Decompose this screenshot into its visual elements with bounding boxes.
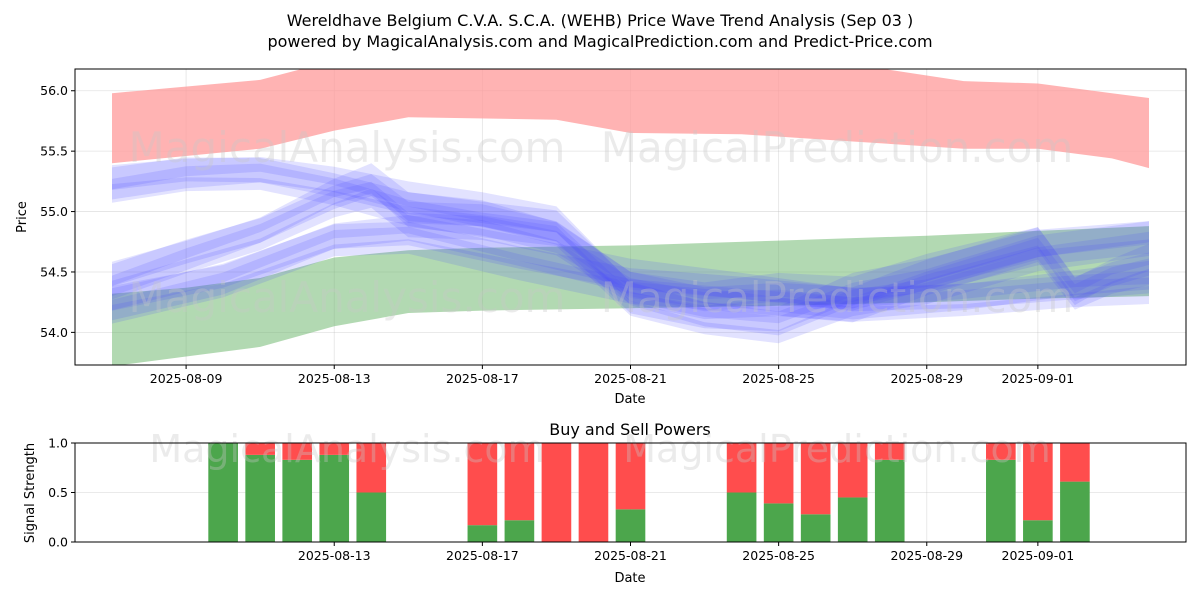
buy-bar: [245, 454, 275, 542]
sell-bar: [356, 443, 387, 493]
sell-bar: [837, 443, 868, 498]
watermark-analysis-mid: MagicalAnalysis.com: [129, 273, 566, 322]
signal-xtick-label: 2025-08-13: [298, 548, 371, 563]
signal-xtick-label: 2025-08-21: [594, 548, 667, 563]
sell-bar: [763, 443, 794, 504]
blue-wave-2-band-1: [112, 157, 1149, 324]
buy-bar: [874, 459, 905, 542]
buy-bar: [800, 514, 831, 542]
sell-bar: [467, 443, 498, 526]
signal-title: Buy and Sell Powers: [549, 420, 711, 439]
price-xtick-label: 2025-08-09: [150, 371, 223, 386]
price-xtick-label: 2025-09-01: [1002, 371, 1075, 386]
chart-title: Wereldhave Belgium C.V.A. S.C.A. (WEHB) …: [287, 11, 914, 30]
sell-bar: [504, 443, 535, 521]
price-ytick-label: 54.5: [40, 264, 68, 279]
price-ticks: 2025-08-09 2025-08-13 2025-08-17 2025-08-21…: [40, 83, 1074, 386]
signal-xlabel: Date: [614, 571, 645, 586]
watermark-prediction-bottom: MagicalPrediction.com: [623, 427, 1051, 471]
watermark-prediction-mid: MagicalPrediction.com: [601, 273, 1074, 322]
price-series: [112, 69, 1149, 365]
signal-xtick-label: 2025-08-25: [742, 548, 815, 563]
sell-bar: [1023, 443, 1053, 521]
buy-bar: [282, 459, 313, 542]
blue-wave-2-band-0: [112, 163, 1149, 332]
price-xtick-label: 2025-08-13: [298, 371, 371, 386]
price-ytick-label: 56.0: [40, 83, 68, 98]
sell-bar: [1060, 443, 1090, 482]
price-xlabel: Date: [614, 392, 645, 407]
sell-bar: [800, 443, 831, 515]
buy-bar: [615, 509, 646, 542]
green-band-area: [112, 226, 1149, 365]
price-ytick-label: 55.5: [40, 144, 68, 159]
blue-wave-3-band-3: [112, 215, 1149, 312]
buy-bar: [208, 443, 238, 542]
signal-ytick-label: 0.5: [48, 485, 68, 500]
blue-wave-3-band-0: [112, 226, 1149, 321]
blue-wave-1-band-2: [112, 188, 1149, 323]
sell-bar: [986, 443, 1016, 460]
buy-bar: [319, 454, 350, 542]
signal-ytick-label: 0.0: [48, 535, 68, 550]
signal-ylabel: Signal Strength: [23, 443, 38, 543]
signal-ytick-label: 1.0: [48, 436, 68, 451]
signal-xtick-label: 2025-08-29: [890, 548, 963, 563]
chart-subtitle: powered by MagicalAnalysis.com and Magic…: [267, 32, 932, 51]
buy-bar: [1023, 520, 1053, 542]
sell-bar: [319, 443, 350, 455]
sell-bar: [726, 443, 757, 493]
sell-bar: [245, 443, 275, 455]
buy-bar: [986, 459, 1016, 542]
signal-xtick-label: 2025-08-17: [446, 548, 519, 563]
sell-bar: [541, 443, 572, 542]
blue-wave-2-band-3: [112, 157, 1149, 336]
watermark-prediction-top: MagicalPrediction.com: [601, 123, 1074, 172]
blue-wave-1-band-0: [112, 181, 1149, 311]
price-xtick-label: 2025-08-21: [594, 371, 667, 386]
price-ytick-label: 54.0: [40, 325, 68, 340]
price-xtick-label: 2025-08-17: [446, 371, 519, 386]
blue-wave-1-band-1: [112, 174, 1149, 306]
buy-bar: [1060, 481, 1090, 542]
sell-bar: [615, 443, 646, 510]
signal-bars: [208, 443, 1090, 542]
buy-bar: [356, 492, 387, 542]
price-xtick-label: 2025-08-25: [742, 371, 815, 386]
blue-wave-1-band-3: [112, 163, 1149, 312]
signal-xtick-label: 2025-09-01: [1002, 548, 1075, 563]
sell-bar: [874, 443, 905, 460]
price-ylabel: Price: [15, 201, 30, 233]
price-ytick-label: 55.0: [40, 204, 68, 219]
price-xtick-label: 2025-08-29: [890, 371, 963, 386]
sell-bar: [578, 443, 609, 542]
blue-wave-2-band-2: [112, 177, 1149, 344]
blue-wave-3-band-1: [112, 221, 1149, 311]
buy-bar: [467, 525, 498, 542]
buy-bar: [763, 503, 794, 542]
buy-bar: [504, 520, 535, 542]
buy-bar: [837, 497, 868, 542]
signal-ticks: 2025-08-13 2025-08-17 2025-08-21 2025-08-25…: [48, 436, 1074, 564]
watermark-analysis-bottom: MagicalAnalysis.com: [149, 427, 544, 471]
sell-bar: [282, 443, 313, 460]
red-band-area: [112, 69, 1149, 169]
watermark-analysis-top: MagicalAnalysis.com: [129, 123, 566, 172]
buy-bar: [726, 492, 757, 542]
